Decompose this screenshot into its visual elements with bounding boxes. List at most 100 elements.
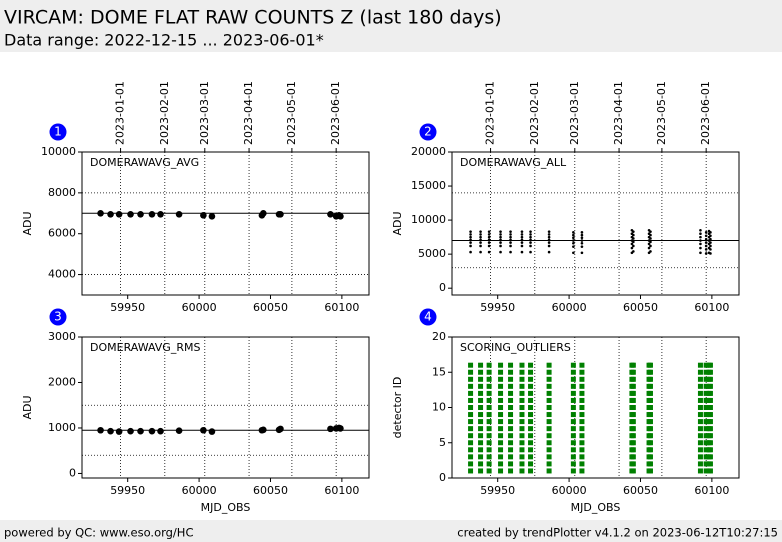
outlier-mark xyxy=(546,397,552,403)
data-point xyxy=(277,425,284,433)
data-point xyxy=(509,244,512,248)
data-point xyxy=(632,244,635,248)
x-tick-label: 60050 xyxy=(623,301,658,314)
outlier-mark xyxy=(647,397,653,403)
outlier-mark xyxy=(498,447,504,453)
outlier-mark xyxy=(468,405,474,410)
outlier-mark xyxy=(519,369,525,375)
data-point xyxy=(97,426,104,434)
data-point xyxy=(499,244,502,248)
data-point xyxy=(469,250,472,254)
outlier-mark xyxy=(570,390,576,396)
outlier-mark xyxy=(703,397,709,403)
data-point xyxy=(709,244,712,248)
outlier-mark xyxy=(528,433,534,439)
outlier-mark xyxy=(707,362,713,368)
outlier-mark xyxy=(528,440,534,446)
outlier-mark xyxy=(579,426,585,432)
outlier-mark xyxy=(498,461,504,467)
outlier-mark xyxy=(486,454,492,460)
outlier-mark xyxy=(630,440,636,446)
outlier-mark xyxy=(579,362,585,368)
y-axis-label: ADU xyxy=(21,395,34,419)
footer-bg xyxy=(0,520,782,542)
outlier-mark xyxy=(546,412,552,418)
x-tick-label: 60100 xyxy=(694,484,729,497)
data-point xyxy=(509,233,512,236)
data-point xyxy=(699,242,702,246)
outlier-mark xyxy=(528,397,534,403)
data-point xyxy=(632,230,635,233)
outlier-mark xyxy=(478,426,484,432)
data-point xyxy=(107,211,114,218)
outlier-mark xyxy=(498,376,504,382)
outlier-mark xyxy=(478,440,484,446)
outlier-mark xyxy=(498,369,504,375)
plot-frame xyxy=(451,336,740,479)
data-point xyxy=(487,230,491,233)
outlier-mark xyxy=(498,440,504,446)
x-tick-label: 60100 xyxy=(324,484,359,497)
outlier-mark xyxy=(630,362,636,368)
outlier-mark xyxy=(486,468,492,474)
data-point xyxy=(572,251,575,255)
outlier-mark xyxy=(508,419,514,425)
x-tick-label: 60050 xyxy=(253,301,288,314)
data-point xyxy=(499,241,502,244)
data-point xyxy=(580,231,584,234)
date-tick-label: 2023-06-01 xyxy=(329,81,342,145)
data-point xyxy=(630,242,634,246)
panel-number: 3 xyxy=(54,310,62,324)
footer-right: created by trendPlotter v4.1.2 on 2023-0… xyxy=(457,526,778,540)
outlier-mark xyxy=(703,468,709,474)
outlier-mark xyxy=(570,440,576,446)
outlier-mark xyxy=(478,447,484,453)
outlier-mark xyxy=(468,454,474,460)
outlier-mark xyxy=(570,447,576,453)
outlier-mark xyxy=(579,390,585,396)
plot-title: DOMERAWAVG_RMS xyxy=(90,341,200,354)
outlier-mark xyxy=(570,412,576,418)
outlier-mark xyxy=(546,447,552,453)
header-subtitle: Data range: 2022-12-15 ... 2023-06-01* xyxy=(4,31,324,50)
data-point xyxy=(630,246,634,250)
outlier-mark xyxy=(528,461,534,467)
data-point xyxy=(260,209,267,217)
outlier-mark xyxy=(486,461,492,467)
data-point xyxy=(529,238,532,242)
outlier-mark xyxy=(486,383,492,389)
outlier-mark xyxy=(519,383,525,389)
outlier-mark xyxy=(570,426,576,432)
outlier-mark xyxy=(697,383,703,389)
outlier-mark xyxy=(630,412,636,418)
data-point xyxy=(137,211,144,218)
outlier-mark xyxy=(703,454,709,460)
outlier-mark xyxy=(546,433,552,439)
x-axis-label: MJD_OBS xyxy=(571,501,621,514)
y-tick-label: 1000 xyxy=(48,421,76,434)
outlier-mark xyxy=(703,461,709,467)
outlier-mark xyxy=(707,468,713,474)
outlier-mark xyxy=(498,390,504,396)
data-point xyxy=(487,241,491,244)
outlier-mark xyxy=(546,405,552,410)
outlier-mark xyxy=(508,362,514,368)
outlier-mark xyxy=(468,433,474,439)
outlier-mark xyxy=(703,362,709,368)
outlier-mark xyxy=(630,454,636,460)
data-point xyxy=(709,252,712,255)
data-point xyxy=(632,240,635,244)
data-point xyxy=(572,245,575,248)
outlier-mark xyxy=(630,390,636,396)
outlier-mark xyxy=(579,447,585,453)
outlier-mark xyxy=(519,454,525,460)
outlier-mark xyxy=(528,468,534,474)
outlier-mark xyxy=(697,376,703,382)
x-tick-label: 59950 xyxy=(110,484,145,497)
panel-number: 4 xyxy=(424,310,432,324)
outlier-mark xyxy=(519,376,525,382)
date-tick-label: 2023-04-01 xyxy=(612,81,625,145)
data-point xyxy=(529,250,532,254)
y-tick-label: 4000 xyxy=(48,268,76,281)
outlier-mark xyxy=(697,362,703,368)
